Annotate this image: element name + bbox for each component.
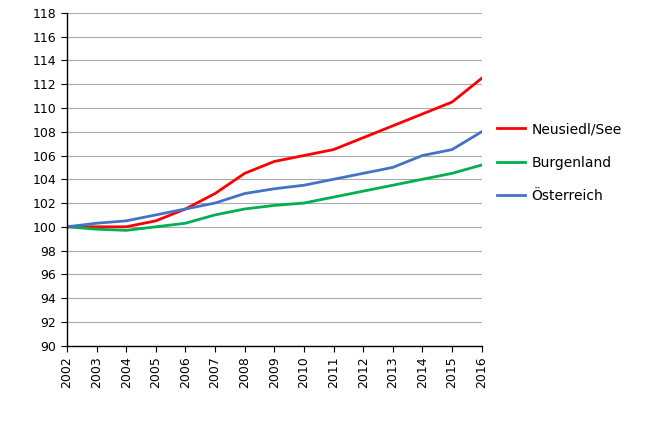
Österreich bbox=[418, 153, 426, 158]
Neusiedl/See bbox=[92, 224, 100, 229]
Neusiedl/See bbox=[241, 171, 249, 176]
Burgenland bbox=[478, 162, 486, 168]
Neusiedl/See bbox=[181, 206, 189, 212]
Österreich bbox=[211, 200, 219, 206]
Burgenland bbox=[152, 224, 160, 229]
Neusiedl/See bbox=[152, 218, 160, 223]
Neusiedl/See bbox=[330, 147, 338, 152]
Burgenland bbox=[92, 227, 100, 232]
Österreich bbox=[359, 171, 367, 176]
Neusiedl/See bbox=[270, 159, 278, 164]
Österreich bbox=[181, 206, 189, 212]
Neusiedl/See bbox=[418, 111, 426, 117]
Neusiedl/See bbox=[63, 224, 71, 229]
Österreich bbox=[270, 186, 278, 191]
Österreich bbox=[448, 147, 456, 152]
Burgenland bbox=[448, 171, 456, 176]
Burgenland bbox=[211, 212, 219, 217]
Neusiedl/See bbox=[359, 135, 367, 140]
Österreich bbox=[330, 177, 338, 182]
Burgenland bbox=[300, 200, 308, 206]
Neusiedl/See bbox=[122, 224, 130, 229]
Österreich bbox=[152, 212, 160, 217]
Burgenland bbox=[330, 194, 338, 200]
Neusiedl/See bbox=[300, 153, 308, 158]
Österreich bbox=[63, 224, 71, 229]
Line: Österreich: Österreich bbox=[67, 132, 482, 227]
Burgenland bbox=[389, 183, 397, 188]
Burgenland bbox=[241, 206, 249, 212]
Burgenland bbox=[122, 228, 130, 233]
Neusiedl/See bbox=[389, 123, 397, 128]
Burgenland bbox=[63, 224, 71, 229]
Österreich bbox=[300, 183, 308, 188]
Line: Neusiedl/See: Neusiedl/See bbox=[67, 78, 482, 227]
Österreich bbox=[389, 165, 397, 170]
Neusiedl/See bbox=[211, 191, 219, 196]
Österreich bbox=[92, 221, 100, 226]
Burgenland bbox=[359, 188, 367, 194]
Legend: Neusiedl/See, Burgenland, Österreich: Neusiedl/See, Burgenland, Österreich bbox=[497, 122, 622, 203]
Burgenland bbox=[181, 221, 189, 226]
Neusiedl/See bbox=[448, 99, 456, 105]
Neusiedl/See bbox=[478, 76, 486, 81]
Österreich bbox=[241, 191, 249, 196]
Burgenland bbox=[270, 203, 278, 208]
Österreich bbox=[122, 218, 130, 223]
Line: Burgenland: Burgenland bbox=[67, 165, 482, 230]
Burgenland bbox=[418, 177, 426, 182]
Österreich bbox=[478, 129, 486, 134]
